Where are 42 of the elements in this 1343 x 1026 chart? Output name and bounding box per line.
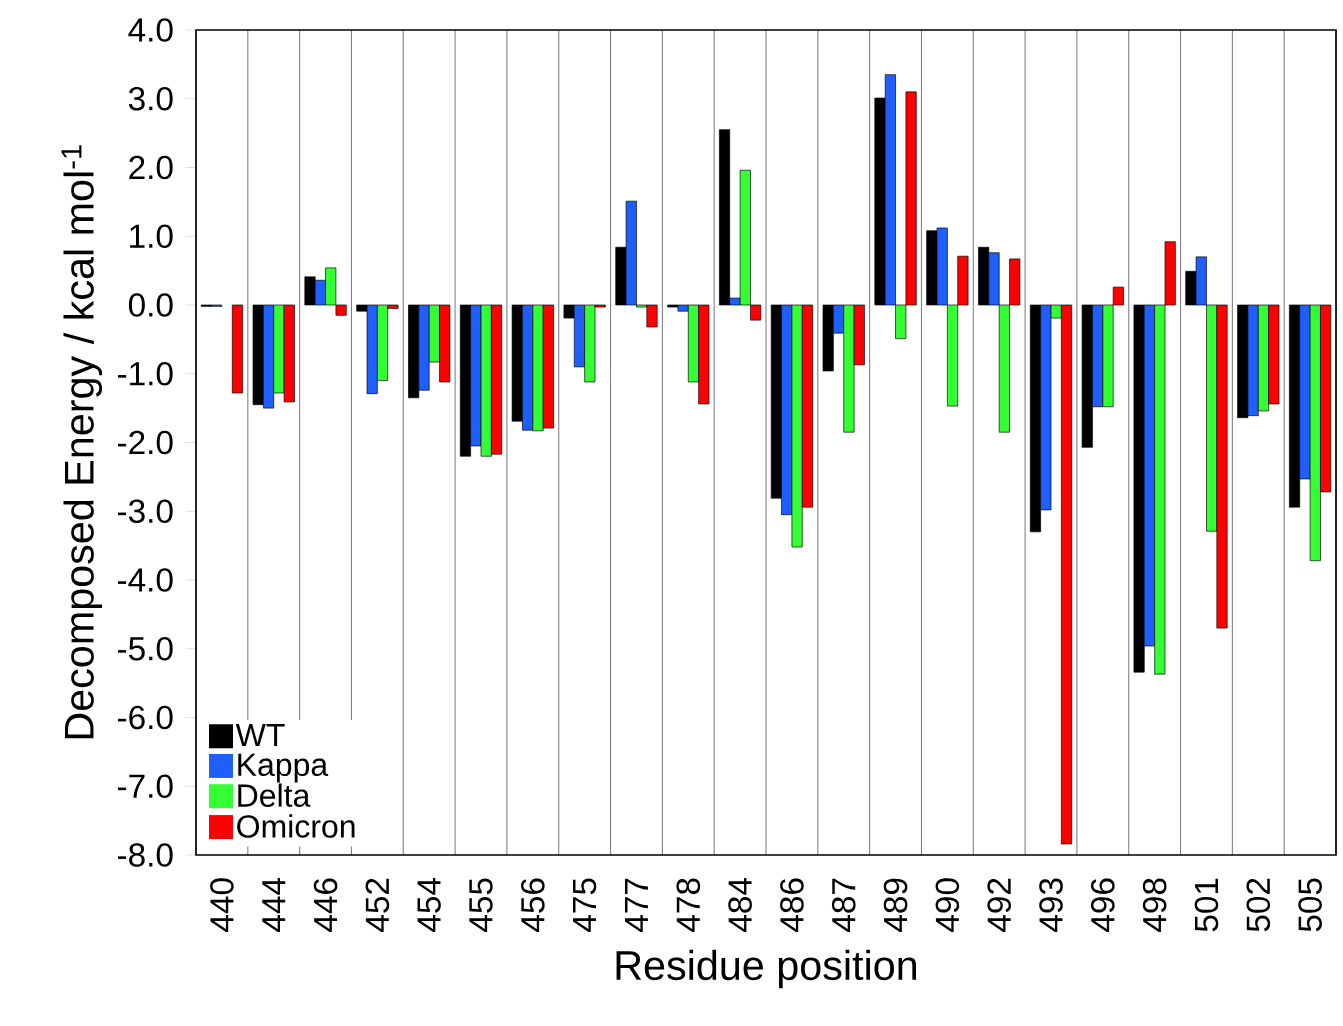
x-tick-label: 475 xyxy=(573,878,597,932)
x-tick-label: 484 xyxy=(728,878,752,932)
x-tick-label: 487 xyxy=(831,878,856,932)
x-tick-label: 455 xyxy=(469,878,493,932)
y-tick-label: -7.0 xyxy=(118,774,173,799)
y-tick-label: 1.0 xyxy=(130,224,173,249)
y-tick-label: -1.0 xyxy=(118,361,173,386)
y-axis-title: Decomposed Energy / kcal mol$^{-1}$ xyxy=(61,145,103,739)
x-tick-label: 502 xyxy=(1246,878,1271,932)
legend-label: Delta xyxy=(238,783,311,807)
x-tick-label: 501 xyxy=(1194,878,1219,932)
legend-label: Kappa xyxy=(238,753,329,783)
x-tick-label: 446 xyxy=(313,878,338,932)
x-tick-label: 444 xyxy=(262,878,286,932)
y-tick-label: -2.0 xyxy=(118,430,173,455)
x-tick-label: 498 xyxy=(1142,878,1167,932)
x-tick-label: 490 xyxy=(935,878,960,932)
bar xyxy=(231,304,243,394)
legend-label: Omicron xyxy=(237,814,355,838)
y-tick-label: 2.0 xyxy=(129,155,173,180)
x-tick-label: 492 xyxy=(987,878,1011,932)
y-tick-label: -4.0 xyxy=(118,568,173,592)
x-axis-title: Residue position xyxy=(616,949,917,989)
y-tick-label: 4.0 xyxy=(128,18,173,42)
y-tick-label: -5.0 xyxy=(118,636,173,661)
x-tick-label: 493 xyxy=(1039,878,1063,932)
x-tick-label: 440 xyxy=(210,878,234,932)
x-tick-label: 456 xyxy=(521,878,545,932)
y-tick-label: -3.0 xyxy=(118,499,173,524)
x-tick-label: 486 xyxy=(780,878,804,932)
x-tick-label: 452 xyxy=(365,878,390,932)
legend-label: WT xyxy=(235,724,285,747)
x-tick-label: 496 xyxy=(1091,878,1115,932)
x-tick-label: 489 xyxy=(883,878,908,932)
x-tick-label: 454 xyxy=(417,878,441,932)
x-tick-label: 478 xyxy=(676,878,701,932)
y-tick-label: 3.0 xyxy=(128,86,173,111)
y-tick-label: -6.0 xyxy=(118,705,173,730)
y-tick-label: 0.0 xyxy=(128,293,173,317)
y-tick-label: -8.0 xyxy=(118,843,173,867)
x-tick-label: 477 xyxy=(624,878,648,932)
x-tick-label: 505 xyxy=(1298,878,1322,932)
